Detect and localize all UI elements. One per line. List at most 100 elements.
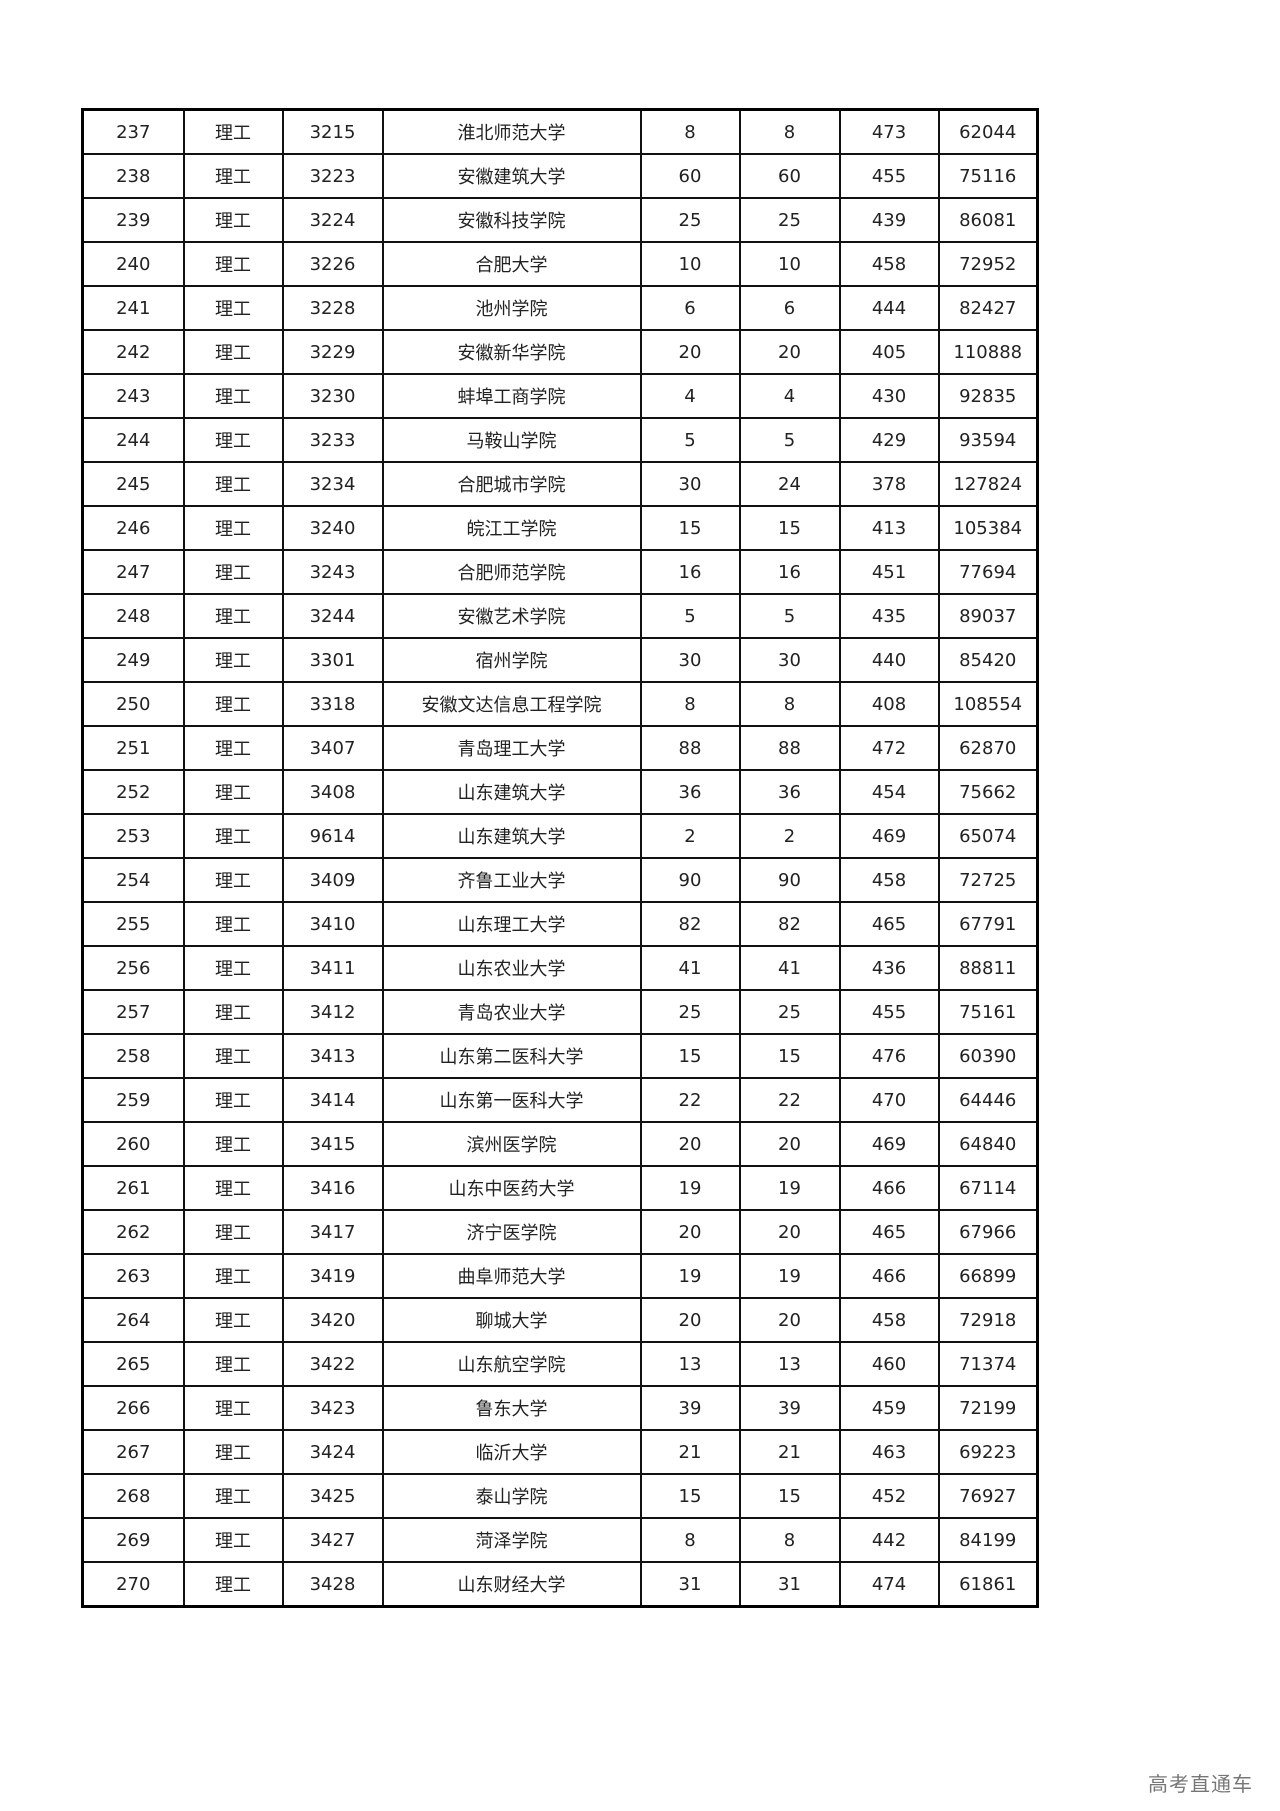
cell-min-score: 451 (838, 549, 940, 595)
cell-category: 理工 (182, 197, 284, 243)
cell-plan-count: 15 (639, 1033, 741, 1079)
cell-school-code: 3215 (281, 108, 384, 155)
table-row: 260 理工 3415 滨州医学院 20 20 469 64840 (81, 1121, 1039, 1167)
cell-school-name: 合肥城市学院 (381, 461, 642, 507)
cell-min-rank: 108554 (937, 681, 1039, 727)
cell-serial: 251 (81, 725, 185, 771)
cell-min-rank: 84199 (937, 1517, 1039, 1563)
cell-min-rank: 67114 (937, 1165, 1039, 1211)
cell-category: 理工 (182, 857, 284, 903)
table-row: 241 理工 3228 池州学院 6 6 444 82427 (81, 285, 1039, 331)
cell-school-name: 池州学院 (381, 285, 642, 331)
cell-min-score: 439 (838, 197, 940, 243)
cell-min-rank: 72952 (937, 241, 1039, 287)
cell-min-score: 413 (838, 505, 940, 551)
cell-min-score: 465 (838, 901, 940, 947)
cell-school-name: 山东建筑大学 (381, 769, 642, 815)
cell-school-code: 3422 (281, 1341, 384, 1387)
cell-admitted-count: 8 (738, 1517, 841, 1563)
cell-min-rank: 75662 (937, 769, 1039, 815)
cell-min-rank: 72199 (937, 1385, 1039, 1431)
cell-plan-count: 8 (639, 681, 741, 727)
cell-min-rank: 67966 (937, 1209, 1039, 1255)
cell-serial: 246 (81, 505, 185, 551)
cell-school-code: 3410 (281, 901, 384, 947)
cell-admitted-count: 82 (738, 901, 841, 947)
cell-min-rank: 64446 (937, 1077, 1039, 1123)
cell-serial: 265 (81, 1341, 185, 1387)
table-row: 246 理工 3240 皖江工学院 15 15 413 105384 (81, 505, 1039, 551)
cell-admitted-count: 15 (738, 1473, 841, 1519)
cell-category: 理工 (182, 989, 284, 1035)
cell-category: 理工 (182, 901, 284, 947)
cell-school-code: 3233 (281, 417, 384, 463)
cell-school-name: 聊城大学 (381, 1297, 642, 1343)
cell-category: 理工 (182, 549, 284, 595)
cell-admitted-count: 20 (738, 1297, 841, 1343)
cell-min-score: 436 (838, 945, 940, 991)
cell-min-score: 452 (838, 1473, 940, 1519)
cell-admitted-count: 15 (738, 505, 841, 551)
cell-min-rank: 64840 (937, 1121, 1039, 1167)
table-row: 261 理工 3416 山东中医药大学 19 19 466 67114 (81, 1165, 1039, 1211)
cell-school-name: 安徽新华学院 (381, 329, 642, 375)
cell-plan-count: 15 (639, 1473, 741, 1519)
cell-admitted-count: 41 (738, 945, 841, 991)
cell-school-name: 临沂大学 (381, 1429, 642, 1475)
cell-min-rank: 85420 (937, 637, 1039, 683)
cell-school-name: 合肥大学 (381, 241, 642, 287)
table-row: 259 理工 3414 山东第一医科大学 22 22 470 64446 (81, 1077, 1039, 1123)
cell-serial: 250 (81, 681, 185, 727)
cell-serial: 269 (81, 1517, 185, 1563)
cell-admitted-count: 20 (738, 1209, 841, 1255)
cell-plan-count: 21 (639, 1429, 741, 1475)
cell-school-code: 3419 (281, 1253, 384, 1299)
cell-min-score: 430 (838, 373, 940, 419)
cell-school-name: 山东第一医科大学 (381, 1077, 642, 1123)
table-row: 262 理工 3417 济宁医学院 20 20 465 67966 (81, 1209, 1039, 1255)
cell-min-score: 476 (838, 1033, 940, 1079)
cell-admitted-count: 22 (738, 1077, 841, 1123)
cell-school-code: 3226 (281, 241, 384, 287)
cell-plan-count: 19 (639, 1165, 741, 1211)
table-row: 270 理工 3428 山东财经大学 31 31 474 61861 (81, 1561, 1039, 1608)
cell-school-code: 3234 (281, 461, 384, 507)
cell-min-score: 435 (838, 593, 940, 639)
cell-serial: 252 (81, 769, 185, 815)
table-row: 238 理工 3223 安徽建筑大学 60 60 455 75116 (81, 153, 1039, 199)
cell-serial: 243 (81, 373, 185, 419)
cell-admitted-count: 5 (738, 593, 841, 639)
cell-serial: 266 (81, 1385, 185, 1431)
table-row: 253 理工 9614 山东建筑大学 2 2 469 65074 (81, 813, 1039, 859)
cell-serial: 237 (81, 108, 185, 155)
cell-min-rank: 105384 (937, 505, 1039, 551)
cell-school-code: 3425 (281, 1473, 384, 1519)
cell-school-code: 3415 (281, 1121, 384, 1167)
table-row: 268 理工 3425 泰山学院 15 15 452 76927 (81, 1473, 1039, 1519)
cell-min-rank: 60390 (937, 1033, 1039, 1079)
cell-category: 理工 (182, 681, 284, 727)
cell-school-name: 皖江工学院 (381, 505, 642, 551)
cell-category: 理工 (182, 1385, 284, 1431)
table-row: 237 理工 3215 淮北师范大学 8 8 473 62044 (81, 108, 1039, 155)
cell-school-code: 3416 (281, 1165, 384, 1211)
table-row: 239 理工 3224 安徽科技学院 25 25 439 86081 (81, 197, 1039, 243)
cell-serial: 268 (81, 1473, 185, 1519)
cell-min-rank: 82427 (937, 285, 1039, 331)
cell-min-rank: 88811 (937, 945, 1039, 991)
cell-category: 理工 (182, 1517, 284, 1563)
cell-category: 理工 (182, 593, 284, 639)
cell-min-score: 455 (838, 153, 940, 199)
cell-school-name: 安徽文达信息工程学院 (381, 681, 642, 727)
cell-admitted-count: 10 (738, 241, 841, 287)
cell-category: 理工 (182, 1077, 284, 1123)
cell-admitted-count: 31 (738, 1561, 841, 1608)
cell-school-name: 安徽艺术学院 (381, 593, 642, 639)
cell-school-code: 3407 (281, 725, 384, 771)
table-row: 242 理工 3229 安徽新华学院 20 20 405 110888 (81, 329, 1039, 375)
cell-min-rank: 62870 (937, 725, 1039, 771)
cell-serial: 247 (81, 549, 185, 595)
cell-school-name: 山东第二医科大学 (381, 1033, 642, 1079)
cell-serial: 261 (81, 1165, 185, 1211)
cell-category: 理工 (182, 637, 284, 683)
